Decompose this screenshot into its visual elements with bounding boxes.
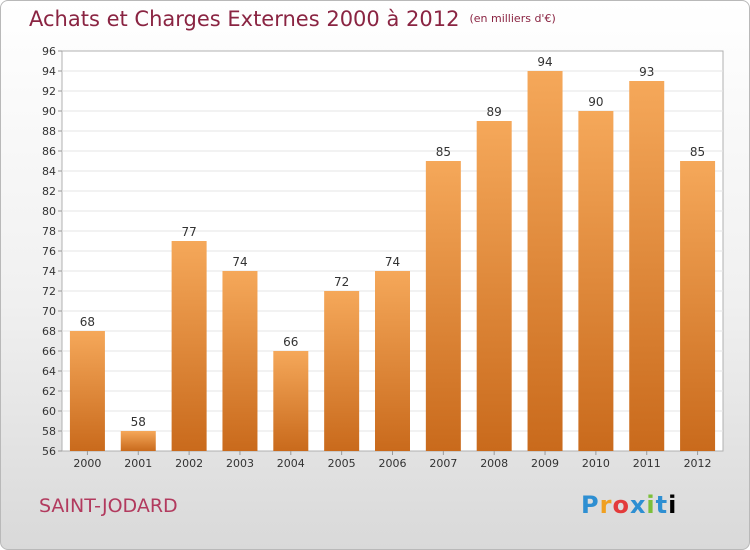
y-tick-label: 92 <box>42 85 56 98</box>
bar-value-label: 66 <box>283 335 298 349</box>
y-axis: 56 58 60 62 64 66 68 70 72 74 76 78 80 82 84 86 88 90 92 94… <box>42 45 62 458</box>
y-tick-label: 66 <box>42 345 56 358</box>
bar-value-label: 72 <box>334 275 349 289</box>
proxiti-logo: Proxiti <box>581 491 677 519</box>
y-tick-label: 90 <box>42 105 56 118</box>
y-tick-label: 84 <box>42 165 56 178</box>
bar-value-label: 58 <box>131 415 146 429</box>
y-tick-label: 78 <box>42 225 56 238</box>
logo-letter: x <box>629 491 647 519</box>
y-tick-label: 88 <box>42 125 56 138</box>
x-tick-label: 2000 <box>73 457 101 470</box>
x-axis: 2000 2001 2002 2003 2004 2005 2006 2007 2008 2009… <box>73 451 712 470</box>
y-tick-label: 70 <box>42 305 56 318</box>
bar-value-label: 77 <box>181 225 196 239</box>
y-tick-label: 62 <box>42 385 56 398</box>
y-tick-label: 96 <box>42 45 56 58</box>
x-tick-label: 2005 <box>328 457 356 470</box>
logo-letter: t <box>655 491 669 519</box>
x-tick-label: 2010 <box>582 457 610 470</box>
x-tick-label: 2012 <box>684 457 712 470</box>
y-tick-label: 86 <box>42 145 56 158</box>
bar-value-label: 93 <box>639 65 654 79</box>
bar <box>375 271 410 451</box>
bar <box>476 121 512 451</box>
bar <box>69 331 105 451</box>
x-tick-label: 2008 <box>480 457 508 470</box>
bar <box>273 351 309 451</box>
bar-value-label: 90 <box>588 95 603 109</box>
x-tick-label: 2006 <box>379 457 407 470</box>
bar-value-label: 85 <box>436 145 451 159</box>
bar-value-label: 74 <box>232 255 247 269</box>
bar <box>578 111 614 451</box>
x-tick-label: 2004 <box>277 457 305 470</box>
logo-letter: i <box>646 491 656 519</box>
y-tick-label: 58 <box>42 425 56 438</box>
x-tick-label: 2007 <box>429 457 457 470</box>
bar-value-label: 74 <box>385 255 400 269</box>
logo-letter: P <box>581 491 600 519</box>
logo-letter: i <box>668 491 678 519</box>
commune-name: SAINT-JODARD <box>39 495 178 517</box>
logo-letter: r <box>599 491 613 519</box>
y-tick-label: 76 <box>42 245 56 258</box>
bar <box>629 81 665 451</box>
x-tick-label: 2002 <box>175 457 203 470</box>
y-tick-label: 94 <box>42 65 56 78</box>
y-tick-label: 60 <box>42 405 56 418</box>
x-tick-label: 2009 <box>531 457 559 470</box>
y-tick-label: 72 <box>42 285 56 298</box>
x-tick-label: 2001 <box>124 457 152 470</box>
y-tick-label: 64 <box>42 365 56 378</box>
bar <box>425 161 461 451</box>
bar <box>680 161 716 451</box>
bar <box>120 431 156 451</box>
chart-title-text: Achats et Charges Externes 2000 à 2012 <box>29 7 460 31</box>
y-tick-label: 82 <box>42 185 56 198</box>
bar-value-label: 94 <box>537 55 552 69</box>
y-tick-label: 56 <box>42 445 56 458</box>
y-tick-label: 80 <box>42 205 56 218</box>
bar-value-label: 68 <box>80 315 95 329</box>
bar <box>324 291 360 451</box>
chart-subtitle: (en milliers d'€) <box>469 12 556 25</box>
x-tick-label: 2003 <box>226 457 254 470</box>
bar <box>222 271 258 451</box>
y-tick-label: 74 <box>42 265 56 278</box>
chart-title: Achats et Charges Externes 2000 à 2012 (e… <box>29 7 556 31</box>
logo-letter: o <box>612 491 630 519</box>
bar-value-label: 89 <box>487 105 502 119</box>
y-tick-label: 68 <box>42 325 56 338</box>
bars: 68 58 77 74 66 72 74 85 89 94 90 93 85 <box>69 55 716 451</box>
bar <box>527 71 563 451</box>
bar-value-label: 85 <box>690 145 705 159</box>
bar <box>171 241 207 451</box>
x-tick-label: 2011 <box>633 457 661 470</box>
